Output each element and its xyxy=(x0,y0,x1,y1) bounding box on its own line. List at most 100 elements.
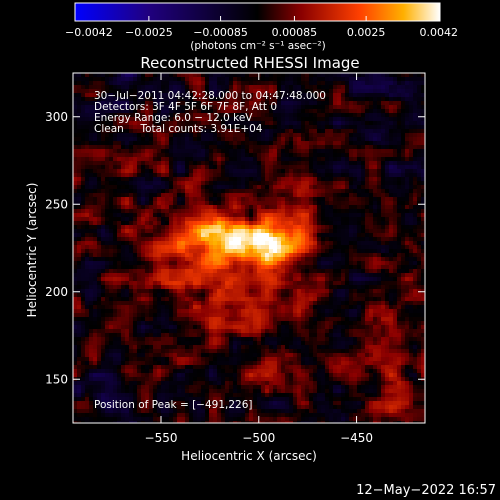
heatmap-cell xyxy=(313,257,318,262)
heatmap-cell xyxy=(153,273,158,278)
heatmap-cell xyxy=(389,153,394,158)
heatmap-cell xyxy=(189,209,194,214)
heatmap-cell xyxy=(249,137,254,142)
heatmap-cell xyxy=(245,225,250,230)
heatmap-cell xyxy=(321,113,326,118)
heatmap-cell xyxy=(137,197,142,202)
heatmap-cell xyxy=(385,269,390,274)
heatmap-cell xyxy=(389,237,394,242)
heatmap-cell xyxy=(245,81,250,86)
heatmap-cell xyxy=(357,237,362,242)
heatmap-cell xyxy=(353,281,358,286)
heatmap-cell xyxy=(121,169,126,174)
heatmap-cell xyxy=(329,269,334,274)
heatmap-cell xyxy=(97,229,102,234)
heatmap-cell xyxy=(205,221,210,226)
heatmap-cell xyxy=(205,257,210,262)
heatmap-cell xyxy=(353,293,358,298)
heatmap-cell xyxy=(301,229,306,234)
heatmap-cell xyxy=(157,261,162,266)
heatmap-cell xyxy=(93,249,98,254)
heatmap-cell xyxy=(77,265,82,270)
heatmap-cell xyxy=(149,289,154,294)
heatmap-cell xyxy=(189,269,194,274)
heatmap-cell xyxy=(261,81,266,86)
heatmap-cell xyxy=(293,253,298,258)
heatmap-cell xyxy=(197,97,202,102)
heatmap-cell xyxy=(141,105,146,110)
heatmap-cell xyxy=(365,193,370,198)
heatmap-cell xyxy=(217,217,222,222)
heatmap-cell xyxy=(301,141,306,146)
heatmap-cell xyxy=(165,129,170,134)
heatmap-cell xyxy=(273,105,278,110)
heatmap-cell xyxy=(341,213,346,218)
heatmap-cell xyxy=(81,221,86,226)
heatmap-cell xyxy=(333,161,338,166)
heatmap-cell xyxy=(249,253,254,258)
heatmap-cell xyxy=(269,105,274,110)
heatmap-cell xyxy=(89,177,94,182)
heatmap-cell xyxy=(229,269,234,274)
heatmap-cell xyxy=(257,133,262,138)
heatmap-cell xyxy=(137,169,142,174)
heatmap-cell xyxy=(221,177,226,182)
heatmap-cell xyxy=(117,161,122,166)
heatmap-cell xyxy=(369,129,374,134)
heatmap-cell xyxy=(345,173,350,178)
heatmap-cell xyxy=(401,93,406,98)
heatmap-cell xyxy=(289,121,294,126)
heatmap-cell xyxy=(89,213,94,218)
heatmap-cell xyxy=(349,137,354,142)
heatmap-cell xyxy=(249,205,254,210)
heatmap-cell xyxy=(285,249,290,254)
heatmap-cell xyxy=(241,157,246,162)
heatmap-cell xyxy=(417,261,422,266)
heatmap-cell xyxy=(201,89,206,94)
heatmap-cell xyxy=(145,101,150,106)
heatmap-cell xyxy=(337,153,342,158)
heatmap-cell xyxy=(181,233,186,238)
heatmap-cell xyxy=(313,217,318,222)
heatmap-cell xyxy=(397,181,402,186)
heatmap-cell xyxy=(341,277,346,282)
heatmap-cell xyxy=(317,285,322,290)
heatmap-cell xyxy=(249,229,254,234)
heatmap-cell xyxy=(249,89,254,94)
heatmap-cell xyxy=(153,285,158,290)
heatmap-cell xyxy=(281,101,286,106)
heatmap-cell xyxy=(301,81,306,86)
heatmap-cell xyxy=(161,133,166,138)
heatmap-cell xyxy=(233,233,238,238)
heatmap-cell xyxy=(189,221,194,226)
heatmap-cell xyxy=(397,197,402,202)
heatmap-cell xyxy=(277,137,282,142)
heatmap-cell xyxy=(181,157,186,162)
heatmap-cell xyxy=(241,121,246,126)
heatmap-cell xyxy=(265,197,270,202)
heatmap-cell xyxy=(397,73,402,78)
heatmap-cell xyxy=(221,225,226,230)
heatmap-cell xyxy=(213,293,218,298)
heatmap-cell xyxy=(241,269,246,274)
heatmap-cell xyxy=(333,209,338,214)
heatmap-cell xyxy=(177,113,182,118)
heatmap-cell xyxy=(285,85,290,90)
heatmap-cell xyxy=(313,121,318,126)
heatmap-cell xyxy=(213,145,218,150)
heatmap-cell xyxy=(161,129,166,134)
heatmap-cell xyxy=(285,89,290,94)
heatmap-cell xyxy=(309,221,314,226)
heatmap-cell xyxy=(97,177,102,182)
heatmap-cell xyxy=(401,89,406,94)
heatmap-cell xyxy=(77,193,82,198)
heatmap-cell xyxy=(241,181,246,186)
heatmap-cell xyxy=(217,245,222,250)
heatmap-cell xyxy=(257,245,262,250)
heatmap-cell xyxy=(189,101,194,106)
heatmap-cell xyxy=(305,121,310,126)
heatmap-cell xyxy=(145,257,150,262)
heatmap-cell xyxy=(401,201,406,206)
heatmap-cell xyxy=(305,205,310,210)
heatmap-cell xyxy=(397,285,402,290)
